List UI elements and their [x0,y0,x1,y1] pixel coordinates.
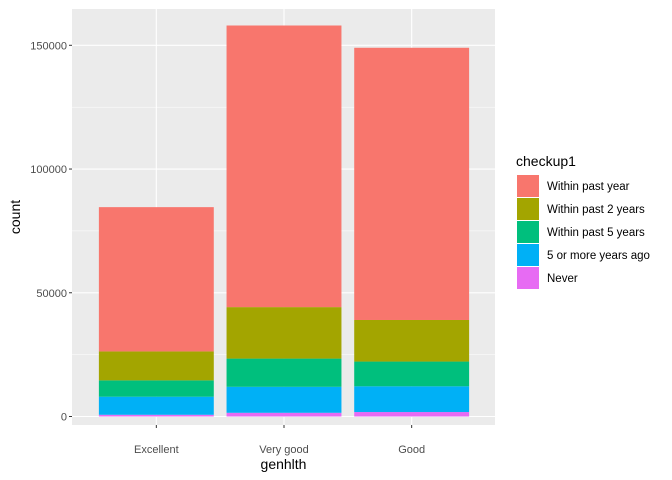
legend-swatch [517,244,539,266]
bar-segment [98,380,214,397]
bar-segment [226,386,342,413]
y-tick-label: 0 [61,412,67,424]
legend-label: 5 or more years ago [547,250,650,262]
bar-segment [226,25,342,308]
bars [98,25,470,417]
x-axis-title: genhlth [261,456,307,472]
y-axis-title: count [7,200,23,234]
x-tick-label: Very good [259,444,309,456]
legend: checkup1 Within past year Within past 2 y… [516,153,650,289]
y-tick-label: 100000 [30,164,67,176]
legend-label: Never [547,273,578,285]
x-axis: Excellent Very good Good [134,425,425,456]
bar-segment [98,207,214,352]
bar-segment [354,319,470,362]
bar-segment [354,361,470,387]
bar-segment [226,358,342,387]
bar-segment [354,412,470,417]
legend-swatch [517,221,539,243]
legend-swatch [517,175,539,197]
x-tick-label: Excellent [134,444,179,456]
legend-label: Within past year [547,181,630,193]
bar-segment [98,396,214,415]
legend-label: Within past 2 years [547,204,645,216]
bar-segment [226,307,342,359]
legend-swatch [517,198,539,220]
legend-label: Within past 5 years [547,227,645,239]
y-tick-label: 150000 [30,40,67,52]
bar-segment [226,412,342,417]
x-tick-label: Good [398,444,425,456]
bar-segment [354,47,470,320]
bar-segment [98,351,214,381]
y-tick-label: 50000 [36,288,67,300]
bar-segment [98,414,214,417]
legend-title: checkup1 [516,153,576,169]
bar-segment [354,386,470,413]
y-axis: 0 50000 100000 150000 [30,40,72,424]
legend-swatch [517,267,539,289]
